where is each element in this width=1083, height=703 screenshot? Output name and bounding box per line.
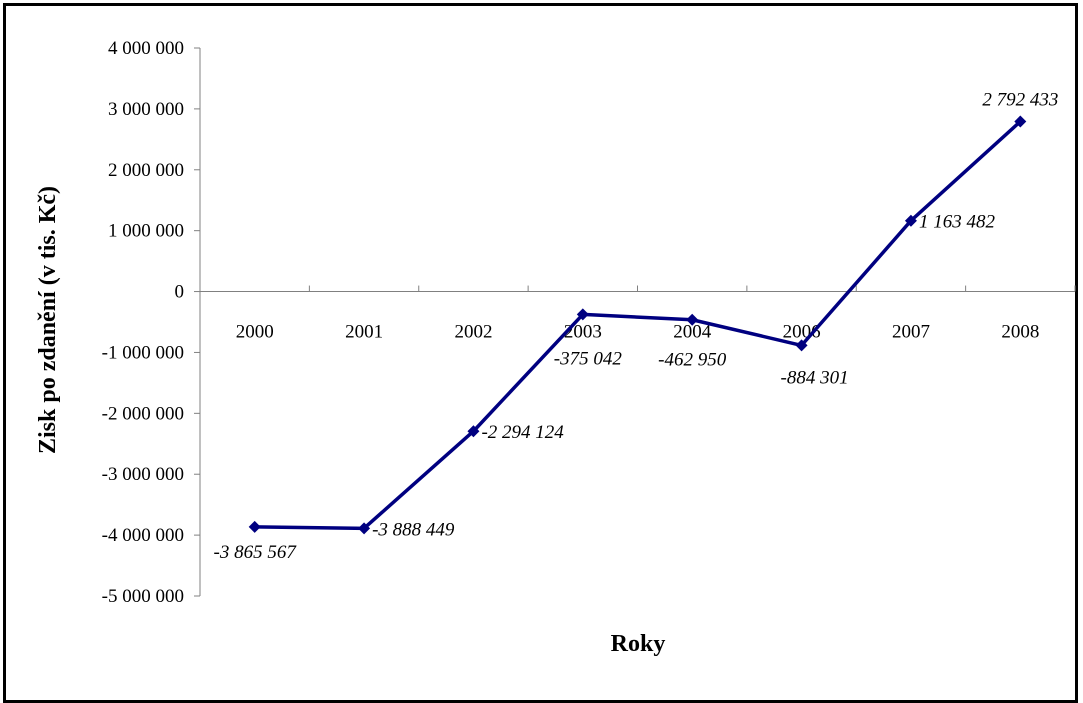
y-tick-label: 4 000 000: [108, 38, 184, 59]
data-labels: -3 865 567 -3 888 449 -2 294 124 -375 042 -4…: [214, 90, 1059, 563]
data-point: [795, 339, 808, 352]
line-chart: Zisk po zdanění (v tis. Kč) Roky 4 000 0…: [35, 38, 1076, 657]
x-tick-label: 2000: [236, 322, 274, 343]
y-tick-label: -4 000 000: [102, 525, 184, 546]
y-tick-label: 3 000 000: [108, 99, 184, 120]
axes: [199, 48, 1075, 596]
y-tick-label: 1 000 000: [108, 221, 184, 242]
chart-frame: [3, 3, 1078, 703]
x-ticks: 2000 2001 2002 2003 2004 2006 2007 2008: [236, 285, 1076, 343]
data-label: 2 792 433: [982, 90, 1058, 111]
y-tick-label: -3 000 000: [102, 464, 184, 485]
y-tick-label: 0: [175, 282, 185, 303]
x-tick-label: 2004: [673, 322, 712, 343]
data-point: [248, 520, 261, 533]
y-tick-label: -5 000 000: [102, 586, 184, 607]
data-point: [686, 313, 699, 326]
y-tick-label: 2 000 000: [108, 160, 184, 181]
y-tick-label: -2 000 000: [102, 403, 184, 424]
data-label: -3 888 449: [372, 519, 455, 540]
data-label: -375 042: [554, 348, 623, 369]
data-label: -462 950: [658, 350, 727, 371]
data-label: 1 163 482: [919, 212, 996, 233]
data-point: [467, 425, 480, 438]
data-label: -2 294 124: [481, 422, 564, 443]
x-tick-label: 2008: [1001, 322, 1039, 343]
x-tick-label: 2003: [564, 322, 602, 343]
x-tick-label: 2001: [345, 322, 383, 343]
x-tick-label: 2006: [783, 322, 821, 343]
series-line: [254, 120, 1022, 531]
data-label: -3 865 567: [214, 542, 298, 563]
data-label: -884 301: [781, 367, 849, 388]
data-point: [904, 214, 917, 227]
data-point: [1014, 115, 1027, 128]
x-tick-label: 2007: [892, 322, 930, 343]
series-polyline: [254, 120, 1022, 531]
y-ticks: 4 000 000 3 000 000 2 000 000 1 000 000 0 -1 …: [102, 38, 200, 607]
y-tick-label: -1 000 000: [102, 342, 184, 363]
y-axis-title: Zisk po zdanění (v tis. Kč): [35, 186, 61, 454]
data-markers: [248, 115, 1027, 535]
data-point: [358, 522, 371, 535]
data-point: [576, 308, 589, 321]
x-tick-label: 2002: [454, 322, 492, 343]
x-axis-title: Roky: [611, 631, 666, 657]
